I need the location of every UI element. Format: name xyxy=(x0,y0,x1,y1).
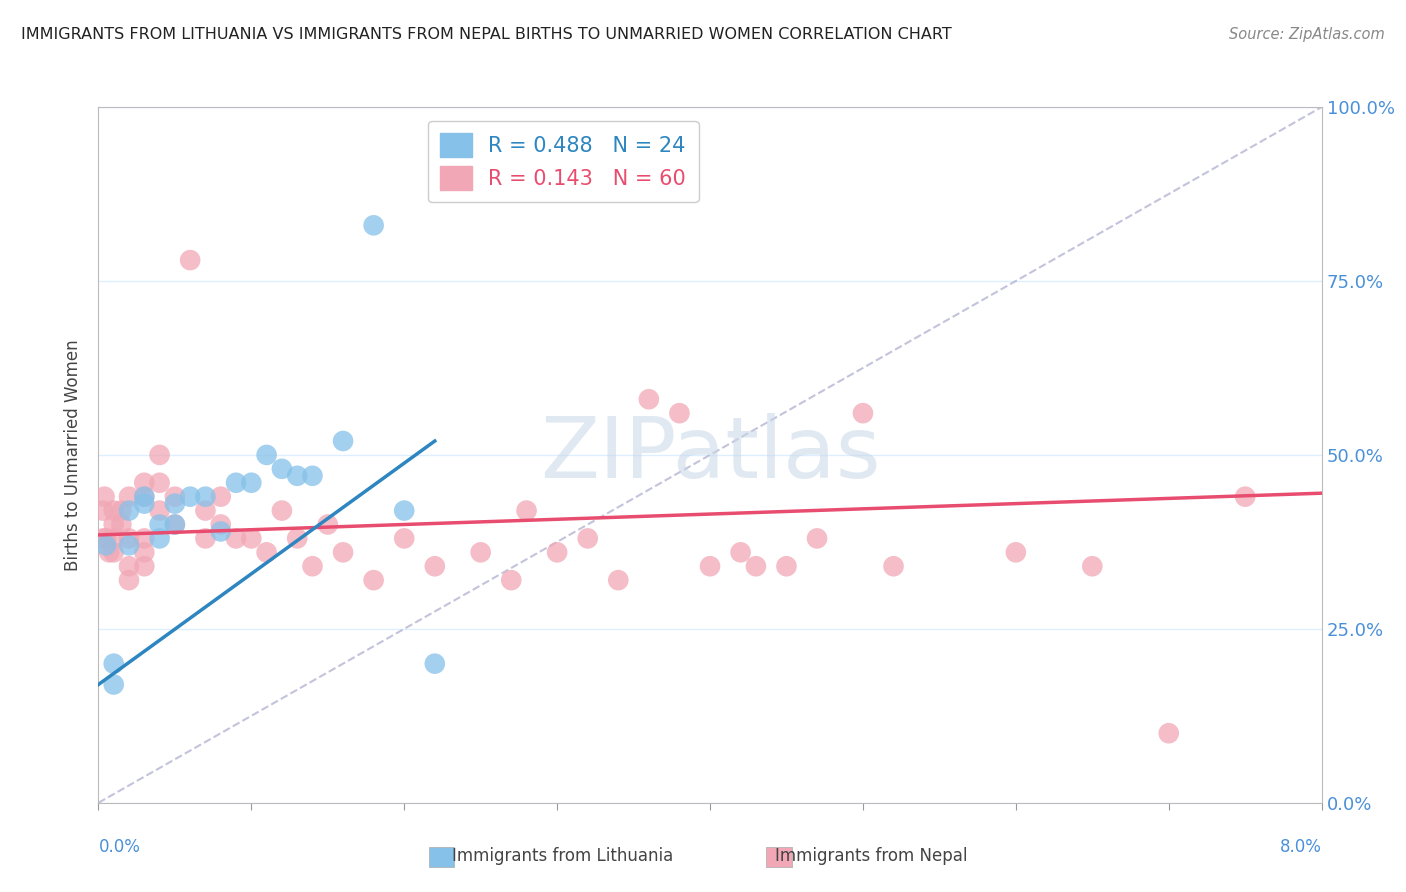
Point xyxy=(110,503,132,517)
Point xyxy=(134,475,156,490)
Text: IMMIGRANTS FROM LITHUANIA VS IMMIGRANTS FROM NEPAL BIRTHS TO UNMARRIED WOMEN COR: IMMIGRANTS FROM LITHUANIA VS IMMIGRANTS … xyxy=(21,27,952,42)
Point xyxy=(103,677,125,691)
Point xyxy=(745,559,768,574)
Text: Source: ZipAtlas.com: Source: ZipAtlas.com xyxy=(1229,27,1385,42)
Point xyxy=(423,559,446,574)
Point xyxy=(179,490,201,504)
Point xyxy=(149,448,172,462)
Point xyxy=(134,545,156,559)
Point xyxy=(775,559,797,574)
Point xyxy=(332,545,354,559)
Text: 8.0%: 8.0% xyxy=(1279,838,1322,856)
Point xyxy=(240,475,263,490)
Point xyxy=(546,545,568,559)
Point xyxy=(134,490,156,504)
Point xyxy=(806,532,828,546)
Y-axis label: Births to Unmarried Women: Births to Unmarried Women xyxy=(65,339,83,571)
Point xyxy=(110,517,132,532)
Point xyxy=(256,545,278,559)
Point xyxy=(163,517,186,532)
Point xyxy=(103,503,125,517)
Point xyxy=(516,503,538,517)
Point xyxy=(256,448,278,462)
Point xyxy=(118,573,141,587)
Point xyxy=(1081,559,1104,574)
Point xyxy=(730,545,752,559)
Point xyxy=(103,517,125,532)
Point xyxy=(883,559,905,574)
Point xyxy=(103,532,125,546)
Text: 0.0%: 0.0% xyxy=(98,838,141,856)
Point xyxy=(668,406,690,420)
Point xyxy=(149,503,172,517)
Point xyxy=(637,392,661,407)
Point xyxy=(94,532,117,546)
Point xyxy=(332,434,354,448)
Point xyxy=(285,532,308,546)
Point xyxy=(103,657,125,671)
Point xyxy=(1234,490,1257,504)
Point xyxy=(1157,726,1180,740)
Point xyxy=(194,490,217,504)
Point xyxy=(363,219,385,233)
Point xyxy=(163,517,186,532)
Point xyxy=(225,475,247,490)
Point xyxy=(118,532,141,546)
Point xyxy=(98,545,121,559)
Point xyxy=(134,497,156,511)
Point xyxy=(194,503,217,517)
Point xyxy=(149,517,172,532)
Point xyxy=(118,538,141,552)
Point xyxy=(240,532,263,546)
Point xyxy=(576,532,599,546)
Point xyxy=(179,253,201,268)
Point xyxy=(392,503,416,517)
Point xyxy=(423,657,446,671)
Point xyxy=(93,490,115,504)
Point xyxy=(149,475,172,490)
Text: Immigrants from Lithuania: Immigrants from Lithuania xyxy=(451,847,673,865)
Point xyxy=(209,524,232,539)
Point xyxy=(118,559,141,574)
Point xyxy=(270,503,294,517)
Point xyxy=(163,490,186,504)
Point xyxy=(194,532,217,546)
Point xyxy=(270,462,294,476)
Point xyxy=(134,532,156,546)
Point xyxy=(501,573,523,587)
Point xyxy=(607,573,630,587)
Point xyxy=(852,406,875,420)
Point xyxy=(1004,545,1026,559)
Point xyxy=(301,559,323,574)
Point xyxy=(363,573,385,587)
Text: ZIPatlas: ZIPatlas xyxy=(540,413,880,497)
Point xyxy=(163,497,186,511)
Point xyxy=(285,468,308,483)
Point xyxy=(91,503,114,517)
Point xyxy=(118,503,141,517)
Point xyxy=(316,517,339,532)
Point xyxy=(149,532,172,546)
Point xyxy=(118,490,141,504)
Point xyxy=(103,545,125,559)
Point xyxy=(209,517,232,532)
Point xyxy=(134,559,156,574)
Legend: R = 0.488   N = 24, R = 0.143   N = 60: R = 0.488 N = 24, R = 0.143 N = 60 xyxy=(427,121,699,202)
Point xyxy=(134,490,156,504)
Point xyxy=(392,532,416,546)
Point xyxy=(91,532,114,546)
Text: Immigrants from Nepal: Immigrants from Nepal xyxy=(776,847,967,865)
Point xyxy=(94,538,117,552)
Point xyxy=(301,468,323,483)
Point xyxy=(470,545,492,559)
Point xyxy=(209,490,232,504)
Point xyxy=(699,559,721,574)
Point xyxy=(225,532,247,546)
